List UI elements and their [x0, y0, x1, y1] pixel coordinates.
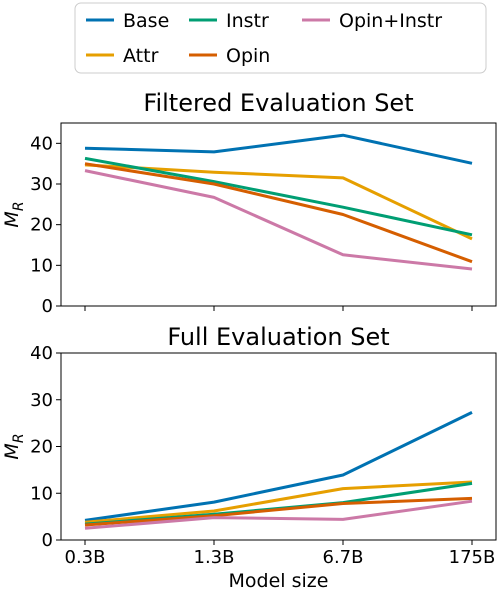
plot-frame — [60, 122, 497, 307]
series-line-base — [84, 411, 473, 522]
legend-item-attr: Attr — [86, 45, 159, 67]
legend-label-opin-instr: Opin+Instr — [339, 10, 442, 32]
y-tick-label: 40 — [30, 343, 53, 364]
x-tick-label-6-7b: 6.7B — [323, 547, 364, 568]
y-axis-label: MR — [1, 201, 27, 227]
y-tick-label: 40 — [30, 133, 53, 154]
y-tick-label: 20 — [30, 215, 53, 236]
x-tick-label-0-3b: 0.3B — [65, 547, 106, 568]
legend-item-base: Base — [86, 10, 169, 32]
series-line-opin — [84, 162, 473, 264]
y-axis-label-sub: R — [11, 201, 27, 211]
y-tick-label: 0 — [42, 530, 53, 551]
y-axis-label: MR — [1, 433, 27, 459]
x-tick-label-1-3b: 1.3B — [194, 547, 235, 568]
legend-label-opin: Opin — [226, 45, 270, 67]
legend-label-instr: Instr — [226, 10, 269, 32]
legend-item-instr: Instr — [189, 10, 269, 32]
legend-label-attr: Attr — [123, 45, 159, 67]
legend-item-opin-instr: Opin+Instr — [302, 10, 442, 32]
legend: Base Attr Instr Opin Opin+Instr — [74, 2, 487, 74]
series-line-attr — [84, 163, 473, 241]
series-line-opin-instr — [84, 169, 473, 271]
x-axis-label: Model size — [229, 570, 329, 592]
plot-frame — [60, 352, 497, 541]
panel-title: Filtered Evaluation Set — [143, 89, 413, 117]
legend-label-base: Base — [123, 10, 169, 32]
series-line-base — [84, 133, 473, 165]
y-axis-label-main: M — [1, 443, 23, 459]
series-line-instr — [84, 156, 473, 237]
y-tick-label: 30 — [30, 390, 53, 411]
y-tick-label: 10 — [30, 483, 53, 504]
y-axis-label-sub: R — [11, 433, 27, 443]
panel-full-evaluation-set: Full Evaluation Set 0 10 20 30 40 MR 0.3B 1.3B 6.… — [1, 323, 497, 592]
panel-filtered-evaluation-set: Filtered Evaluation Set 0 10 20 30 40 MR — [1, 89, 497, 317]
y-tick-label: 10 — [30, 255, 53, 276]
legend-item-opin: Opin — [189, 45, 270, 67]
series-line-attr — [84, 480, 473, 524]
legend-frame — [74, 2, 487, 74]
y-tick-label: 0 — [42, 296, 53, 317]
series-line-opin — [84, 496, 473, 527]
x-tick-label-175b: 175B — [449, 547, 496, 568]
y-tick-label: 20 — [30, 437, 53, 458]
y-axis-label-main: M — [1, 211, 23, 227]
panel-title: Full Evaluation Set — [167, 323, 389, 351]
series-line-opin-instr — [84, 499, 473, 530]
y-tick-label: 30 — [30, 174, 53, 195]
